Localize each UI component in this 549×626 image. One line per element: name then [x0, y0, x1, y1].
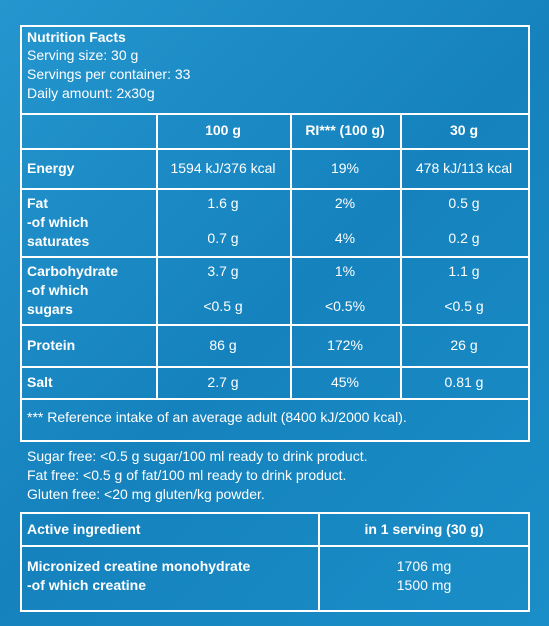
nutrient-value: 45% [330, 374, 360, 390]
border [20, 398, 528, 400]
nutrient-value: 2% [334, 195, 356, 211]
ingredient-value: 1706 mg [396, 558, 452, 574]
active-header: Active ingredient [27, 521, 141, 537]
nutrient-value: 0.2 g [448, 230, 480, 246]
serving-info: Serving size: 30 g [27, 47, 139, 63]
border [528, 512, 530, 610]
nutrient-value: 1594 kJ/376 kcal [170, 160, 276, 176]
border [20, 25, 22, 113]
nutrient-value: 2.7 g [207, 374, 239, 390]
border [290, 113, 292, 398]
border [400, 113, 402, 398]
nutrient-value: 0.7 g [207, 230, 239, 246]
nutrient-value: 478 kJ/113 kcal [415, 160, 513, 176]
nutrient-value: 86 g [209, 337, 237, 353]
column-header: 30 g [449, 122, 479, 138]
note: Gluten free: <20 mg gluten/kg powder. [27, 486, 265, 502]
title: Nutrition Facts [27, 29, 126, 45]
border [20, 440, 530, 442]
column-header: 100 g [205, 122, 241, 138]
nutrient-label: saturates [27, 233, 90, 249]
border [20, 366, 528, 368]
border [20, 256, 528, 258]
nutrient-value: 26 g [450, 337, 478, 353]
nutrient-label: -of which [27, 282, 89, 298]
nutrient-value: <0.5 g [203, 298, 243, 314]
nutrient-label: Fat [27, 195, 48, 211]
ingredient-label: -of which creatine [27, 577, 147, 593]
note: Sugar free: <0.5 g sugar/100 ml ready to… [27, 448, 368, 464]
nutrient-value: 1.6 g [207, 195, 239, 211]
border [20, 188, 528, 190]
nutrient-value: <0.5% [324, 298, 366, 314]
nutrient-value: 1% [334, 263, 356, 279]
border [528, 25, 530, 113]
nutrient-label: Salt [27, 374, 53, 390]
nutrient-value: 172% [327, 337, 363, 353]
note: Fat free: <0.5 g of fat/100 ml ready to … [27, 467, 347, 483]
nutrient-label: sugars [27, 301, 73, 317]
border [20, 545, 528, 547]
nutrient-value: 0.81 g [444, 374, 484, 390]
border [20, 324, 528, 326]
nutrient-label: -of which [27, 214, 89, 230]
nutrient-value: 1.1 g [448, 263, 480, 279]
border [20, 113, 22, 440]
serving-info: Servings per container: 33 [27, 66, 191, 82]
nutrient-label: Energy [27, 160, 75, 176]
serving-info: Daily amount: 2x30g [27, 85, 155, 101]
nutrient-value: 0.5 g [448, 195, 480, 211]
border [20, 512, 22, 610]
border [20, 610, 530, 612]
footnote: *** Reference intake of an average adult… [27, 409, 407, 425]
nutrient-value: 4% [334, 230, 356, 246]
nutrient-label: Carbohydrate [27, 263, 119, 279]
nutrient-value: 3.7 g [207, 263, 239, 279]
border [318, 512, 320, 610]
nutrient-value: 19% [330, 160, 360, 176]
border [528, 113, 530, 440]
nutrient-value: <0.5 g [444, 298, 484, 314]
ingredient-value: 1500 mg [396, 577, 452, 593]
border [156, 113, 158, 398]
border [20, 113, 528, 115]
border [20, 512, 528, 514]
column-header: RI*** (100 g) [305, 122, 385, 138]
ingredient-label: Micronized creatine monohydrate [27, 558, 251, 574]
border [20, 148, 528, 150]
nutrient-label: Protein [27, 337, 76, 353]
active-header: in 1 serving (30 g) [364, 521, 484, 537]
border [20, 25, 528, 27]
